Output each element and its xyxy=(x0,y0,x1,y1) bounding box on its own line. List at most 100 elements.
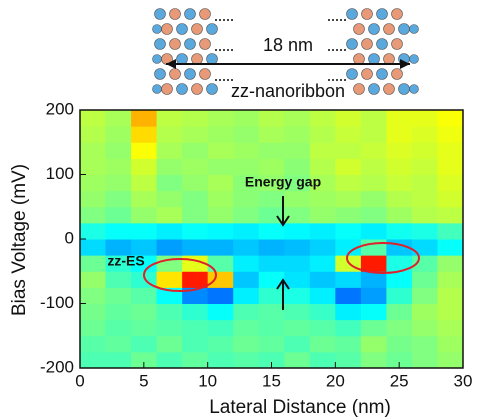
heat-cell xyxy=(233,190,260,208)
highlight-ellipse xyxy=(346,242,420,274)
heat-cell xyxy=(335,110,362,127)
heat-cell xyxy=(233,351,260,369)
heat-cell xyxy=(80,351,107,369)
heat-cell xyxy=(131,158,158,175)
heat-cell xyxy=(233,126,260,143)
atom xyxy=(346,68,358,80)
heat-cell xyxy=(131,239,158,256)
atom xyxy=(199,8,211,20)
heat-cell xyxy=(156,351,183,369)
heat-cell xyxy=(335,335,362,353)
x-tick-label: 20 xyxy=(326,371,345,390)
heat-cell xyxy=(284,158,311,175)
heat-cell xyxy=(182,126,209,143)
atom xyxy=(361,68,373,80)
heat-cell xyxy=(411,158,438,175)
heat-cell xyxy=(207,142,234,159)
atom xyxy=(398,83,410,95)
atom xyxy=(346,8,358,20)
atom xyxy=(391,38,403,50)
atom xyxy=(169,8,181,20)
heat-cell xyxy=(386,255,413,272)
atom xyxy=(152,24,162,34)
heat-cell xyxy=(437,174,464,192)
heat-cell xyxy=(437,303,464,321)
heat-cell xyxy=(284,255,311,272)
heat-cell xyxy=(411,110,438,127)
heat-cell xyxy=(386,190,413,208)
atom xyxy=(191,83,203,95)
y-tick-label: 100 xyxy=(46,164,74,183)
heat-cell xyxy=(309,239,336,256)
heat-cell xyxy=(309,222,336,240)
y-tick-label: 200 xyxy=(46,99,74,118)
atom xyxy=(346,38,358,50)
heat-cell xyxy=(360,287,387,304)
heat-cell xyxy=(284,142,311,159)
atom xyxy=(152,84,162,94)
heat-cell xyxy=(258,287,285,304)
y-tick-label: -200 xyxy=(40,357,74,376)
heat-cell xyxy=(233,335,260,353)
heat-cell xyxy=(156,174,183,192)
heat-cell xyxy=(335,351,362,369)
heat-cell xyxy=(131,110,158,127)
heat-cell xyxy=(309,206,336,224)
heat-cell xyxy=(360,126,387,143)
heat-cell xyxy=(156,222,183,240)
heat-cell xyxy=(360,239,387,256)
heat-cell xyxy=(411,126,438,143)
heat-cell xyxy=(335,287,362,304)
heat-cell xyxy=(386,351,413,369)
atom xyxy=(361,38,373,50)
heat-cell xyxy=(131,206,158,224)
heat-cell xyxy=(284,222,311,240)
heat-cell xyxy=(360,319,387,337)
heat-cell xyxy=(233,239,260,256)
heat-cell xyxy=(182,110,209,127)
x-tick-label: 5 xyxy=(139,371,148,390)
heat-cell xyxy=(284,110,311,127)
heat-cell xyxy=(437,239,464,256)
heat-cell xyxy=(437,126,464,143)
atom xyxy=(176,83,188,95)
heat-cell xyxy=(360,174,387,192)
heat-cell xyxy=(284,351,311,369)
atom xyxy=(154,8,166,20)
heat-cell xyxy=(360,303,387,321)
heat-cell xyxy=(233,206,260,224)
heat-cell xyxy=(207,206,234,224)
heat-cell xyxy=(233,287,260,304)
heat-cell xyxy=(386,222,413,240)
atom xyxy=(361,8,373,20)
heat-cell xyxy=(207,287,234,304)
x-axis-label: Lateral Distance (nm) xyxy=(209,397,391,418)
heat-cell xyxy=(309,158,336,175)
heat-cell xyxy=(258,174,285,192)
heat-cell xyxy=(309,351,336,369)
heat-cell xyxy=(80,142,107,159)
heat-cell xyxy=(105,351,132,369)
heat-cell xyxy=(131,222,158,240)
atom xyxy=(154,38,166,50)
heat-cell xyxy=(182,206,209,224)
atom xyxy=(184,8,196,20)
heat-cell xyxy=(156,142,183,159)
heat-cell xyxy=(182,335,209,353)
heat-cell xyxy=(105,158,132,175)
heat-cell xyxy=(182,190,209,208)
atom xyxy=(169,38,181,50)
heat-cell xyxy=(309,303,336,321)
heat-cell xyxy=(80,222,107,240)
heat-cell xyxy=(309,142,336,159)
atom xyxy=(353,53,365,65)
atom xyxy=(184,38,196,50)
atom xyxy=(199,68,211,80)
atom xyxy=(184,68,196,80)
heat-cell xyxy=(258,222,285,240)
heat-cell xyxy=(258,110,285,127)
atom xyxy=(206,53,218,65)
heat-cell xyxy=(105,287,132,304)
x-tick-label: 10 xyxy=(198,371,217,390)
heat-cell xyxy=(156,271,183,288)
